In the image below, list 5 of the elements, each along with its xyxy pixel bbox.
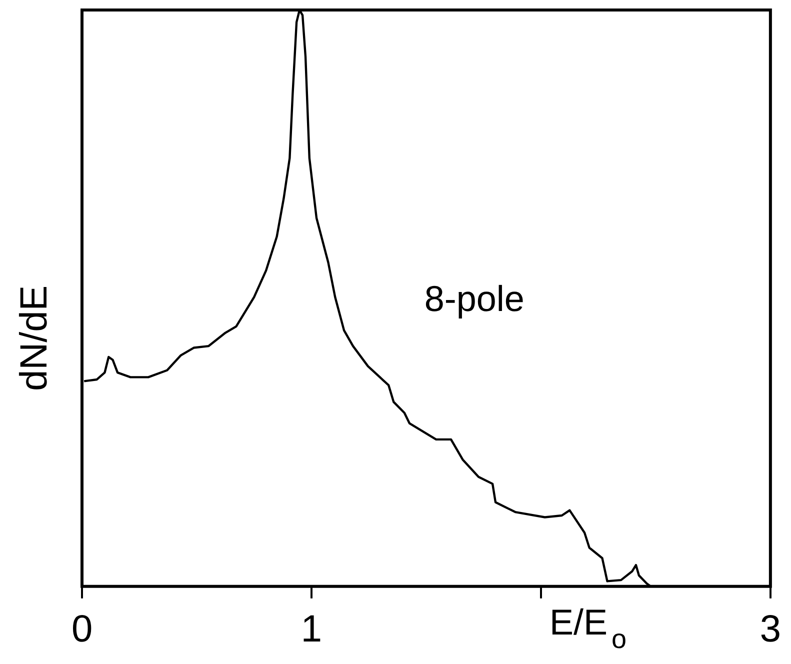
- x-tick-label: 1: [300, 608, 322, 651]
- annotation: 8-pole: [424, 278, 524, 320]
- x-tick-label: 3: [760, 608, 782, 651]
- x-tick-label: 0: [71, 608, 93, 651]
- y-axis-title: dN/dE: [13, 285, 56, 392]
